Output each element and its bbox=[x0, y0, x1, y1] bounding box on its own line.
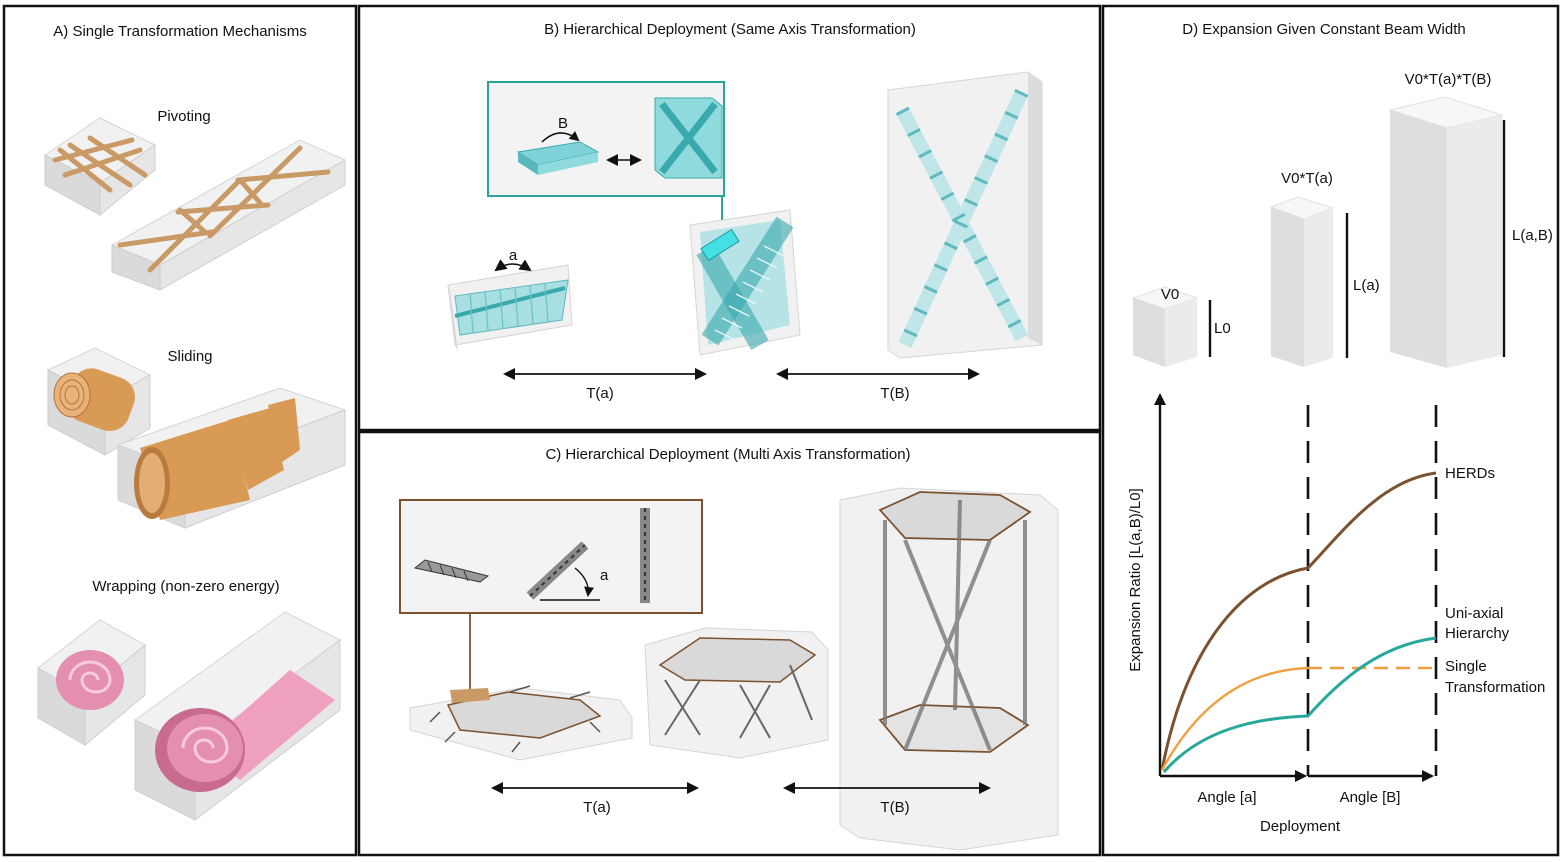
panel-b-inset: B bbox=[487, 81, 725, 240]
panel-c-stage-3 bbox=[839, 487, 1059, 851]
panel-c-stage-1 bbox=[409, 685, 633, 761]
panel-a-title: A) Single Transformation Mechanisms bbox=[53, 23, 306, 40]
panel-c-title: C) Hierarchical Deployment (Multi Axis T… bbox=[545, 446, 910, 463]
curve-single bbox=[1160, 666, 1309, 771]
panel-c-stage-2 bbox=[644, 627, 829, 759]
box-big-label: V0*T(a)*T(B) bbox=[1405, 71, 1492, 88]
x-segment-2-label: Angle [B] bbox=[1340, 789, 1401, 806]
wrapping-label: Wrapping (non-zero energy) bbox=[92, 578, 279, 595]
box-mid-length: L(a) bbox=[1353, 277, 1380, 294]
curve-herds bbox=[1160, 471, 1437, 771]
series-herds-label: HERDs bbox=[1445, 465, 1495, 482]
y-axis-label: Expansion Ratio [L(a,B)/L0] bbox=[1127, 488, 1144, 671]
panel-d-frame bbox=[1101, 4, 1560, 857]
pivoting-large-mechanism bbox=[110, 139, 347, 291]
sliding-large-mechanism bbox=[116, 387, 347, 529]
panel-b-arrow-left-label: T(a) bbox=[586, 385, 614, 402]
x-axis-label: Deployment bbox=[1260, 818, 1341, 835]
panel-b-stage-1: a bbox=[447, 247, 573, 352]
pivoting-label: Pivoting bbox=[157, 108, 210, 125]
panel-b-arrow-right-label: T(B) bbox=[880, 385, 909, 402]
panel-b-frame bbox=[357, 4, 1102, 432]
angle-small-label: a bbox=[509, 247, 518, 264]
panel-c-frame bbox=[357, 430, 1102, 857]
series-uniaxial-label-2: Hierarchy bbox=[1445, 625, 1510, 642]
pivoting-small-mechanism bbox=[44, 117, 156, 217]
box-small bbox=[1131, 286, 1212, 367]
panel-c-arrow-right-label: T(B) bbox=[880, 799, 909, 816]
wrapping-large-mechanism bbox=[134, 611, 341, 822]
box-mid-label: V0*T(a) bbox=[1281, 170, 1333, 187]
panel-d-title: D) Expansion Given Constant Beam Width bbox=[1182, 21, 1465, 38]
curve-uniaxial bbox=[1162, 636, 1437, 773]
panel-a-frame bbox=[2, 4, 358, 857]
panel-b-title: B) Hierarchical Deployment (Same Axis Tr… bbox=[544, 21, 916, 38]
angle-big-label: B bbox=[558, 115, 568, 132]
wrapping-small-mechanism bbox=[37, 619, 146, 747]
panel-b-stage-2 bbox=[689, 209, 801, 356]
series-single-label-2: Transformation bbox=[1445, 679, 1545, 696]
panel-c-arrow-left-label: T(a) bbox=[583, 799, 611, 816]
x-segment-1-label: Angle [a] bbox=[1197, 789, 1256, 806]
series-single-label-1: Single bbox=[1445, 658, 1487, 675]
sliding-label: Sliding bbox=[167, 348, 212, 365]
series-uniaxial-label-1: Uni-axial bbox=[1445, 605, 1503, 622]
panel-c-angle-label: a bbox=[600, 567, 609, 584]
box-small-label: V0 bbox=[1161, 286, 1179, 303]
box-small-length: L0 bbox=[1214, 320, 1231, 337]
box-big bbox=[1388, 96, 1506, 368]
box-big-length: L(a,B) bbox=[1512, 227, 1553, 244]
panel-c-inset: a bbox=[399, 499, 703, 695]
panel-b-stage-3 bbox=[887, 71, 1043, 359]
sliding-small-mechanism bbox=[46, 347, 152, 456]
box-mid bbox=[1269, 196, 1349, 367]
